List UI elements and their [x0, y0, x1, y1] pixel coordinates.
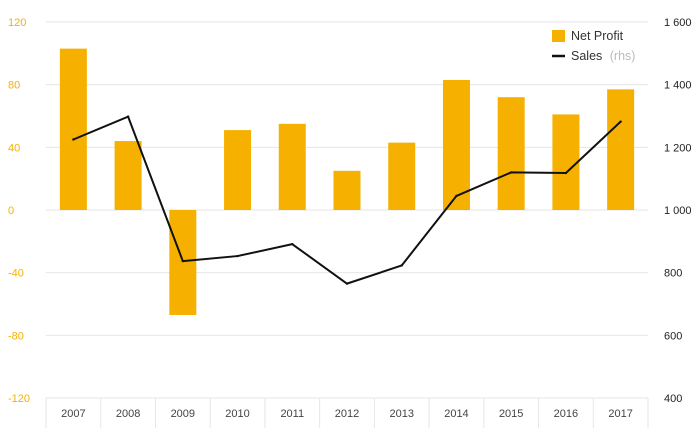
bar-net-profit — [59, 48, 87, 211]
point-sales — [345, 282, 349, 285]
left-tick-label: -120 — [8, 393, 30, 405]
left-tick-label: 120 — [8, 17, 26, 29]
right-tick-label: 800 — [664, 268, 682, 280]
right-tick-label: 1 400 — [664, 80, 692, 92]
point-sales — [236, 254, 239, 258]
x-tick-label: 2011 — [280, 408, 304, 420]
right-tick-label: 1 200 — [664, 142, 692, 154]
point-sales — [126, 115, 130, 118]
x-tick-label: 2010 — [225, 408, 249, 420]
left-tick-label: -80 — [8, 330, 24, 342]
legend-sales-name: Sales — [571, 49, 602, 63]
x-tick-label: 2012 — [335, 408, 359, 420]
legend: Net Profit Sales (rhs) — [552, 29, 635, 63]
legend-sales-suffix: (rhs) — [610, 49, 636, 63]
bar-net-profit — [607, 89, 635, 210]
bar-net-profit — [497, 97, 525, 210]
x-tick-label: 2015 — [499, 408, 523, 420]
right-tick-label: 400 — [664, 393, 682, 405]
point-sales — [291, 242, 294, 246]
x-tick-label: 2008 — [116, 408, 140, 420]
bar-net-profit — [278, 123, 306, 210]
x-tick-label: 2017 — [608, 408, 632, 420]
x-tick-label: 2013 — [389, 408, 413, 420]
legend-label-net-profit: Net Profit — [571, 29, 624, 43]
left-tick-label: 80 — [8, 80, 20, 92]
bar-net-profit — [114, 141, 142, 210]
point-sales — [509, 171, 513, 174]
bar-net-profit — [388, 142, 416, 210]
left-tick-label: 40 — [8, 142, 20, 154]
x-tick-label: 2009 — [171, 408, 195, 420]
point-sales — [619, 120, 622, 123]
point-sales — [400, 264, 403, 267]
bar-net-profit — [224, 130, 252, 210]
right-tick-label: 1 000 — [664, 205, 692, 217]
x-tick-label: 2007 — [61, 408, 85, 420]
legend-label-sales: Sales (rhs) — [571, 49, 635, 63]
right-tick-label: 600 — [664, 330, 682, 342]
point-sales — [181, 259, 185, 263]
legend-swatch-net-profit — [552, 30, 565, 42]
bar-net-profit — [442, 79, 470, 210]
gridlines — [45, 21, 649, 428]
bar-net-profit — [169, 210, 197, 315]
point-sales — [72, 138, 75, 141]
left-tick-label: -40 — [8, 268, 24, 280]
x-tick-label: 2016 — [554, 408, 578, 420]
sales-line-group — [72, 115, 622, 285]
left-tick-label: 0 — [8, 205, 14, 217]
bar-net-profit — [552, 114, 580, 210]
x-tick-label: 2014 — [444, 408, 468, 420]
net-profit-bars — [59, 48, 635, 315]
point-sales — [564, 171, 568, 175]
right-tick-label: 1 600 — [664, 17, 692, 29]
bar-net-profit — [333, 170, 361, 210]
point-sales — [455, 194, 458, 198]
